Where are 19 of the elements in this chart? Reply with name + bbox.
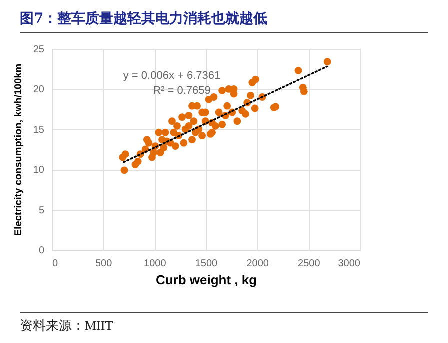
y-tick-label: 5 <box>38 205 45 216</box>
y-tick-label: 20 <box>33 84 45 96</box>
x-tick-label: 3000 <box>338 258 361 270</box>
x-tick-label: 500 <box>95 258 113 270</box>
x-tick-label: 2000 <box>246 258 270 270</box>
y-tick-label: 25 <box>33 44 45 56</box>
y-tick-label: 15 <box>33 124 45 136</box>
chart-title: 图7：整车质量越轻其电力消耗也就越低 <box>20 10 428 33</box>
text: 资料来源：MIIT <box>20 312 428 335</box>
x-tick-label: 1500 <box>195 258 218 270</box>
y-tick-label: 10 <box>33 165 45 176</box>
x-axis-title: Curb weight , kg <box>156 272 258 288</box>
y-tick-label: 0 <box>38 246 45 256</box>
x-tick-label: 2500 <box>298 258 321 270</box>
y-axis-title: Electricity consumption, kwh/100km <box>13 64 24 236</box>
annotation: R² = 0.7659 <box>153 85 211 97</box>
annotation: y = 0.006x + 6.7361 <box>123 70 221 82</box>
x-tick-label: 1000 <box>144 258 167 270</box>
x-tick-label: 0 <box>52 258 58 270</box>
